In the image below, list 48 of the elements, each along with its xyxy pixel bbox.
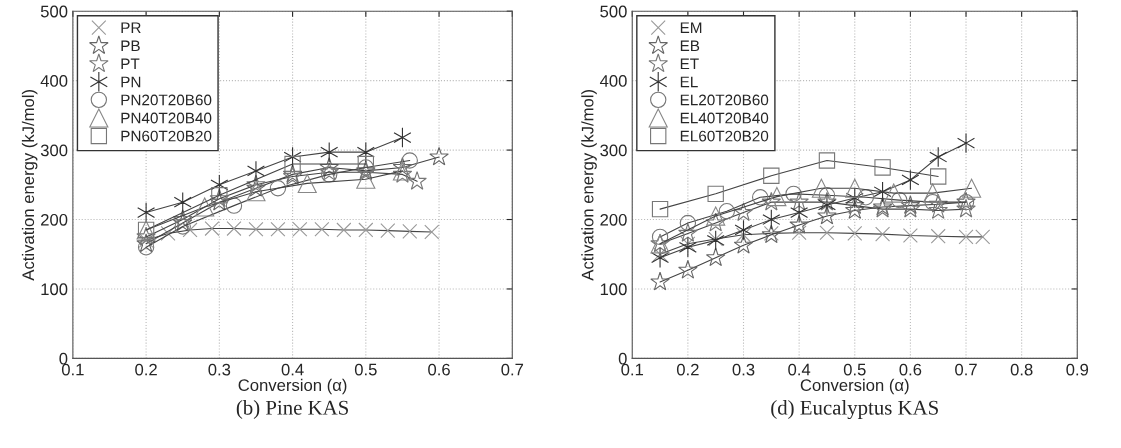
- legend-label: EL60T20B20: [680, 130, 769, 142]
- y-axis-title: Activation energy (kJ/mol): [21, 89, 38, 281]
- y-tick-label: 100: [41, 283, 68, 296]
- legend-label: PN20T20B60: [121, 94, 212, 106]
- y-tick-label: 100: [600, 283, 627, 296]
- legend-label: PB: [121, 40, 140, 52]
- text: (b) Pine KAS: [236, 400, 348, 419]
- text: (d) Eucalyptus KAS: [771, 400, 938, 420]
- legend-label: EL40T20B40: [680, 112, 769, 124]
- x-tick-label: 0.3: [732, 363, 755, 376]
- x-axis-title: Conversion (α): [238, 378, 347, 395]
- x-axis-title: Conversion (α): [800, 378, 909, 395]
- x-tick-label: 0.9: [1066, 363, 1089, 376]
- x-tick-label: 0.5: [843, 363, 866, 376]
- x-tick-label: 0.8: [1010, 363, 1033, 376]
- legend-label: PN40T20B40: [121, 112, 212, 124]
- y-tick-label: 300: [40, 144, 68, 157]
- legend-label: PT: [121, 58, 140, 70]
- x-tick-label: 0.1: [61, 363, 84, 376]
- y-tick-label: 400: [40, 75, 68, 87]
- legend-label: PR: [121, 22, 141, 33]
- x-tick-label: 0.4: [281, 363, 304, 376]
- y-tick-label: 300: [600, 144, 627, 157]
- y-tick-label: 500: [40, 5, 68, 18]
- x-tick-label: 0.6: [899, 363, 922, 376]
- legend-label: EB: [680, 40, 700, 52]
- y-axis-title: Activation energy (kJ/mol): [581, 89, 597, 281]
- legend-label: EL: [680, 76, 698, 88]
- y-tick-label: 0: [618, 352, 627, 365]
- legend-label: EM: [680, 22, 702, 33]
- y-tick-label: 200: [41, 213, 68, 226]
- x-tick-label: 0.4: [788, 363, 811, 376]
- x-tick-label: 0.3: [208, 363, 231, 376]
- x-tick-label: 0.7: [501, 363, 524, 376]
- legend-label: ET: [680, 58, 699, 70]
- legend-label: EL20T20B60: [680, 94, 769, 106]
- x-tick-label: 0.1: [621, 363, 644, 376]
- y-tick-label: 0: [59, 352, 68, 365]
- x-tick-label: 0.5: [354, 363, 377, 376]
- x-tick-label: 0.2: [135, 363, 157, 376]
- y-tick-label: 400: [599, 75, 627, 87]
- legend-label: PN60T20B20: [121, 130, 212, 142]
- y-tick-label: 200: [600, 213, 627, 226]
- legend-label: PN: [121, 76, 141, 88]
- x-tick-label: 0.6: [428, 363, 450, 376]
- x-tick-label: 0.2: [676, 363, 699, 376]
- y-tick-label: 500: [600, 5, 627, 18]
- x-tick-label: 0.7: [955, 363, 977, 376]
